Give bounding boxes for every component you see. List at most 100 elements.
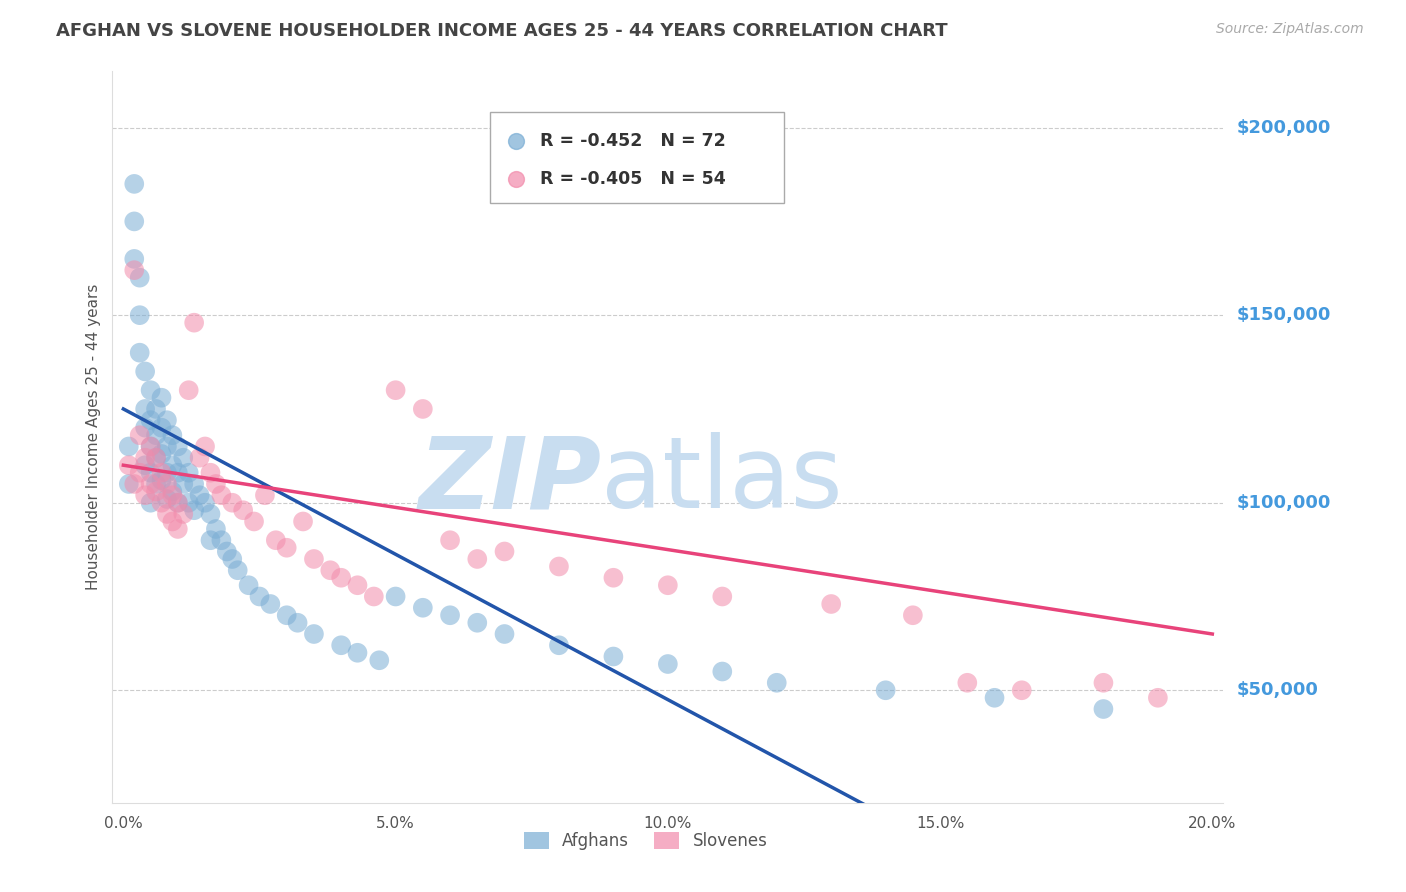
Point: [205, 522, 228, 536]
Point: [134, 420, 156, 434]
Text: R = -0.405   N = 54: R = -0.405 N = 54: [540, 169, 725, 188]
Point: [150, 466, 173, 480]
Point: [183, 503, 205, 517]
Point: [276, 541, 298, 555]
Point: [145, 484, 167, 499]
Point: [150, 447, 173, 461]
Point: [548, 638, 571, 652]
Point: [134, 450, 156, 465]
Point: [162, 458, 184, 473]
Point: [183, 316, 205, 330]
Point: [139, 496, 162, 510]
Point: [465, 552, 488, 566]
Point: [128, 308, 150, 322]
Point: [145, 477, 167, 491]
Point: [238, 578, 260, 592]
Point: [172, 450, 194, 465]
Point: [711, 665, 734, 679]
Point: [128, 345, 150, 359]
Point: [134, 401, 156, 416]
Point: [232, 503, 254, 517]
Point: [368, 653, 391, 667]
Point: [548, 559, 571, 574]
Point: [139, 383, 162, 397]
Point: [319, 563, 342, 577]
Point: [983, 690, 1005, 705]
Point: [209, 488, 232, 502]
Point: [465, 615, 488, 630]
Point: [875, 683, 897, 698]
Point: [118, 477, 141, 491]
Point: [139, 440, 162, 454]
Point: [128, 270, 150, 285]
FancyBboxPatch shape: [491, 112, 785, 203]
Point: [209, 533, 232, 548]
Text: $50,000: $50,000: [1237, 681, 1319, 699]
Point: [156, 507, 179, 521]
Point: [221, 552, 243, 566]
Point: [221, 496, 243, 510]
Text: ZIP: ZIP: [418, 433, 602, 530]
Point: [134, 364, 156, 378]
Point: [177, 496, 200, 510]
Text: atlas: atlas: [602, 433, 842, 530]
Text: $150,000: $150,000: [1237, 306, 1331, 324]
Point: [302, 627, 325, 641]
Point: [226, 563, 249, 577]
Point: [384, 590, 406, 604]
Point: [243, 515, 266, 529]
Point: [330, 638, 353, 652]
Text: $100,000: $100,000: [1237, 494, 1331, 512]
Point: [162, 515, 184, 529]
Point: [139, 413, 162, 427]
Point: [134, 488, 156, 502]
Point: [166, 522, 188, 536]
Point: [765, 675, 787, 690]
Text: R = -0.452   N = 72: R = -0.452 N = 72: [540, 132, 725, 150]
Point: [820, 597, 842, 611]
Point: [412, 600, 434, 615]
Point: [122, 263, 145, 277]
Point: [177, 383, 200, 397]
Point: [1147, 690, 1170, 705]
Point: [156, 491, 179, 506]
Point: [200, 466, 222, 480]
Point: [200, 533, 222, 548]
Point: [172, 477, 194, 491]
Point: [657, 578, 679, 592]
Point: [156, 477, 179, 491]
Point: [412, 401, 434, 416]
Point: [156, 466, 179, 480]
Point: [118, 440, 141, 454]
Point: [205, 477, 228, 491]
Point: [177, 466, 200, 480]
Point: [128, 428, 150, 442]
Point: [139, 440, 162, 454]
Point: [166, 496, 188, 510]
Point: [194, 496, 217, 510]
Text: Source: ZipAtlas.com: Source: ZipAtlas.com: [1216, 22, 1364, 37]
Point: [1092, 675, 1115, 690]
Point: [200, 507, 222, 521]
Point: [194, 440, 217, 454]
Point: [122, 252, 145, 266]
Point: [156, 413, 179, 427]
Point: [276, 608, 298, 623]
Point: [384, 383, 406, 397]
Point: [118, 458, 141, 473]
Point: [956, 675, 979, 690]
Point: [302, 552, 325, 566]
Y-axis label: Householder Income Ages 25 - 44 years: Householder Income Ages 25 - 44 years: [86, 284, 101, 591]
Point: [1011, 683, 1033, 698]
Point: [439, 608, 461, 623]
Point: [139, 466, 162, 480]
Point: [346, 578, 368, 592]
Point: [166, 440, 188, 454]
Legend: Afghans, Slovenes: Afghans, Slovenes: [517, 825, 775, 856]
Point: [259, 597, 281, 611]
Point: [253, 488, 276, 502]
Point: [330, 571, 353, 585]
Point: [156, 440, 179, 454]
Point: [166, 496, 188, 510]
Point: [150, 391, 173, 405]
